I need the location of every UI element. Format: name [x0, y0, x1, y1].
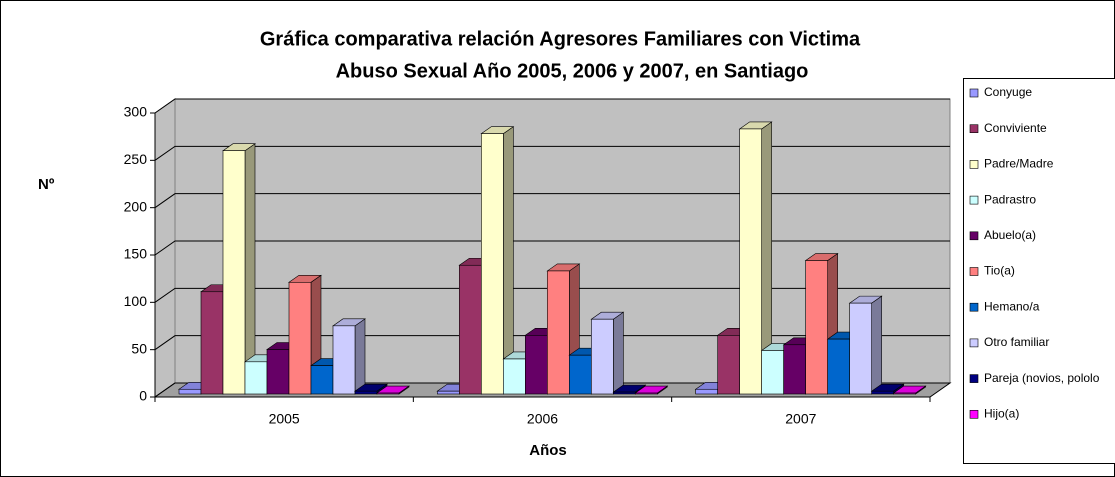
legend-swatch	[969, 231, 979, 241]
y-tick-label: 50	[131, 340, 147, 356]
legend-text: Hijo(a)	[984, 406, 1019, 420]
x-tick-label: 2007	[785, 411, 816, 427]
x-axis-title: Años	[529, 442, 567, 459]
y-tick-label: 300	[124, 104, 148, 120]
grid-line	[154, 287, 950, 303]
bar	[783, 344, 806, 395]
bar	[503, 358, 526, 395]
bar	[266, 349, 290, 395]
bar	[481, 133, 504, 395]
bar	[437, 390, 460, 395]
legend-swatch	[969, 302, 979, 312]
legend-swatch	[969, 88, 979, 98]
legend-swatch	[969, 374, 979, 383]
bar	[739, 128, 762, 395]
bar	[459, 264, 482, 395]
legend-text: Padrastro	[984, 192, 1036, 206]
legend-text: Tio(a)	[984, 264, 1015, 278]
bar	[332, 325, 356, 395]
grid-line	[154, 98, 950, 114]
bar	[827, 338, 850, 395]
x-tick-label: 2005	[269, 411, 300, 427]
bar	[695, 388, 718, 395]
bar	[310, 365, 334, 395]
chart-title: Abuso Sexual Año 2005, 2006 y 2007, en S…	[336, 60, 809, 82]
grid-line	[154, 240, 950, 256]
chart-title: Gráfica comparativa relación Agresores F…	[260, 28, 861, 50]
grid-line	[154, 382, 950, 398]
bar-side	[613, 311, 624, 395]
y-tick-label: 250	[124, 151, 148, 167]
bar	[591, 318, 614, 395]
bar	[200, 291, 224, 395]
x-tick-label: 2006	[527, 411, 558, 427]
grid-line	[154, 193, 950, 209]
bar	[547, 270, 570, 395]
legend-swatch	[969, 124, 979, 133]
y-tick-label: 100	[124, 293, 148, 309]
bar	[635, 392, 658, 395]
legend-swatch	[969, 409, 979, 419]
bar-side	[871, 295, 882, 395]
y-tick-label: 0	[139, 388, 147, 404]
bar	[761, 350, 784, 395]
legend-text: Otro familiar	[984, 335, 1049, 349]
bar	[717, 335, 740, 395]
bar	[569, 354, 592, 395]
legend-swatch	[969, 160, 979, 169]
bar	[178, 388, 202, 395]
bar	[849, 302, 872, 395]
bar	[871, 390, 894, 395]
legend-swatch	[969, 338, 979, 348]
y-tick-label: 150	[124, 246, 148, 262]
legend-text: Conyuge	[984, 85, 1032, 99]
legend-text: Hemano/a	[984, 299, 1040, 313]
grid-line	[154, 145, 950, 161]
legend-text: Pareja (novios, pololo	[984, 371, 1100, 385]
legend-swatch	[969, 195, 979, 205]
bar	[222, 150, 246, 395]
legend-text: Conviviente	[984, 121, 1047, 135]
bar	[244, 361, 268, 395]
bar	[288, 281, 312, 395]
legend-text: Padre/Madre	[984, 157, 1054, 171]
y-axis-title: Nº	[38, 176, 55, 193]
bar	[354, 390, 378, 395]
bar	[613, 391, 636, 395]
legend-swatch	[969, 267, 979, 276]
bar	[376, 392, 400, 395]
legend	[963, 78, 1115, 464]
bar	[805, 260, 828, 395]
bar-side	[354, 318, 366, 395]
legend-text: Abuelo(a)	[984, 228, 1036, 242]
bar	[525, 335, 548, 395]
grid-line	[154, 335, 950, 351]
bar	[893, 392, 916, 395]
y-tick-label: 200	[124, 198, 148, 214]
